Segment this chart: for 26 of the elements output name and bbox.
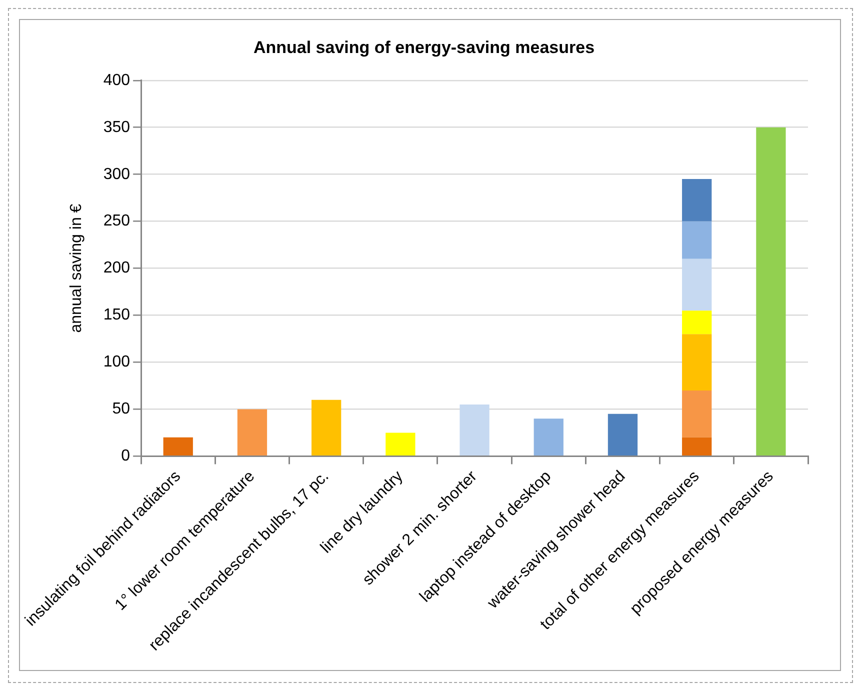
bar bbox=[682, 179, 712, 222]
y-tick-label: 350 bbox=[103, 118, 130, 136]
bar bbox=[163, 437, 193, 456]
bar bbox=[460, 404, 490, 456]
bar bbox=[682, 390, 712, 438]
bar bbox=[237, 409, 268, 456]
bar bbox=[682, 310, 712, 334]
y-tick-label: 50 bbox=[112, 400, 130, 418]
bar bbox=[608, 414, 638, 456]
y-tick-label: 0 bbox=[121, 448, 130, 465]
bar bbox=[682, 258, 712, 311]
bar bbox=[682, 334, 712, 390]
chart-title: Annual saving of energy-saving measures bbox=[253, 38, 595, 57]
y-tick-label: 300 bbox=[103, 166, 130, 183]
y-tick-label: 250 bbox=[103, 212, 130, 230]
bar bbox=[756, 127, 786, 456]
y-tick-label: 200 bbox=[103, 260, 130, 277]
y-tick-label: 400 bbox=[103, 72, 130, 89]
bar bbox=[386, 432, 416, 456]
y-axis-title: annual saving in € bbox=[68, 204, 86, 333]
y-tick-label: 150 bbox=[103, 306, 130, 324]
bar bbox=[534, 418, 564, 456]
bar bbox=[312, 400, 342, 456]
y-tick-label: 100 bbox=[103, 354, 130, 371]
bar bbox=[682, 221, 712, 259]
bar bbox=[682, 437, 712, 456]
